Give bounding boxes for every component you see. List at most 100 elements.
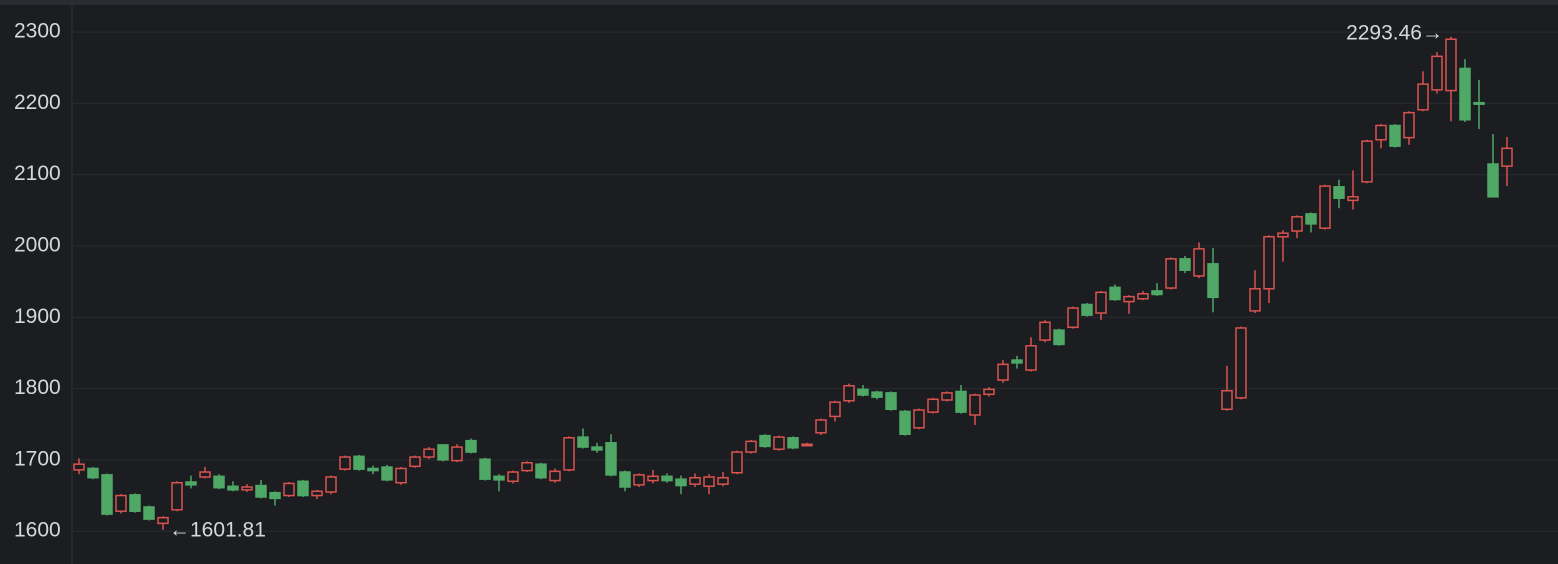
candle-body (997, 363, 1009, 381)
candle-body (213, 475, 225, 489)
candle-body (1025, 345, 1037, 371)
candle-body (143, 506, 155, 520)
candle-body (689, 476, 701, 485)
candle-body (367, 467, 379, 472)
candle-body (269, 491, 281, 500)
candle-body (1417, 83, 1429, 111)
candle-body (843, 384, 855, 402)
y-tick-label: 1700 (14, 447, 61, 470)
y-tick-label: 1600 (14, 519, 61, 542)
candle-body (1039, 321, 1051, 341)
candle-body (227, 485, 239, 491)
candle-body (283, 482, 295, 497)
candle-body (717, 476, 729, 485)
candle-body (395, 467, 407, 484)
candle-body (437, 444, 449, 461)
candle-body (521, 462, 533, 472)
candle-body (661, 475, 673, 482)
y-tick-label: 1800 (14, 376, 61, 399)
candle-body (731, 451, 743, 474)
candle-body (409, 456, 421, 468)
candle-body (157, 516, 169, 525)
candle-body (297, 480, 309, 497)
candle-body (1375, 124, 1387, 141)
candle-body (507, 471, 519, 483)
candle-body (1459, 67, 1471, 121)
candle-body (479, 458, 491, 480)
candle-body (563, 437, 575, 471)
candle-body (311, 490, 323, 497)
candle-body (1151, 290, 1163, 296)
candle-body (969, 394, 981, 416)
candle-body (1165, 258, 1177, 289)
candle-body (913, 409, 925, 429)
candle-body (101, 474, 113, 515)
candle-body (1179, 258, 1191, 271)
candle-body (1207, 263, 1219, 299)
candle-body (1067, 307, 1079, 329)
candle-body (759, 434, 771, 448)
candle-body (465, 439, 477, 453)
candle-body (381, 466, 393, 481)
candle-body (577, 436, 589, 448)
candle-body (1263, 235, 1275, 290)
candle-body (185, 481, 197, 486)
candle-body (899, 410, 911, 435)
candle-body (591, 446, 603, 451)
candle-body (171, 481, 183, 511)
y-tick-label: 2100 (14, 162, 61, 185)
candle-body (787, 437, 799, 449)
candle-body (353, 455, 365, 470)
candle-body (1137, 293, 1149, 300)
candle-body (745, 440, 757, 453)
candle-body (815, 419, 827, 434)
candle-body (1011, 359, 1023, 364)
candle-body (1403, 111, 1415, 139)
candle-body (633, 474, 645, 486)
y-tick-label: 1900 (14, 305, 61, 328)
candle-body (857, 388, 869, 396)
candle-body (255, 484, 267, 498)
y-tick-label: 2300 (14, 20, 61, 43)
candle-body (605, 442, 617, 476)
candle-body (325, 476, 337, 493)
candle-body (829, 401, 841, 418)
candle-body (1291, 216, 1303, 232)
candle-body (941, 392, 953, 401)
candle-body (451, 446, 463, 462)
candle-body (1095, 291, 1107, 314)
candle-body (1361, 140, 1373, 183)
candle-body (1487, 163, 1499, 198)
candle-body (535, 463, 547, 479)
candle-body (647, 475, 659, 482)
candle-body (1319, 185, 1331, 229)
candle-body (1277, 232, 1289, 238)
candle-body (983, 388, 995, 396)
y-tick-label: 2200 (14, 91, 61, 114)
candle-body (73, 463, 85, 471)
max-annotation: 2293.46→ (1346, 21, 1443, 44)
candle-body (1249, 288, 1261, 312)
candle-body (129, 494, 141, 512)
y-tick-label: 2000 (14, 234, 61, 257)
candle-body (927, 398, 939, 413)
candle-body (773, 436, 785, 450)
candle-body (87, 467, 99, 479)
candle-body (1333, 186, 1345, 199)
candle-body (675, 478, 687, 487)
candle-body (1473, 101, 1485, 105)
candle-body (1347, 196, 1359, 202)
candle-body (801, 443, 813, 447)
candle-body (1193, 248, 1205, 277)
candle-body (241, 486, 253, 491)
candle-body (423, 448, 435, 458)
candle-body (1431, 55, 1443, 91)
candle-body (1445, 38, 1457, 92)
candle-body (1305, 213, 1317, 225)
candle-body (871, 391, 883, 398)
candle-body (199, 471, 211, 478)
candle-body (1389, 124, 1401, 147)
candle-body (1501, 147, 1513, 167)
